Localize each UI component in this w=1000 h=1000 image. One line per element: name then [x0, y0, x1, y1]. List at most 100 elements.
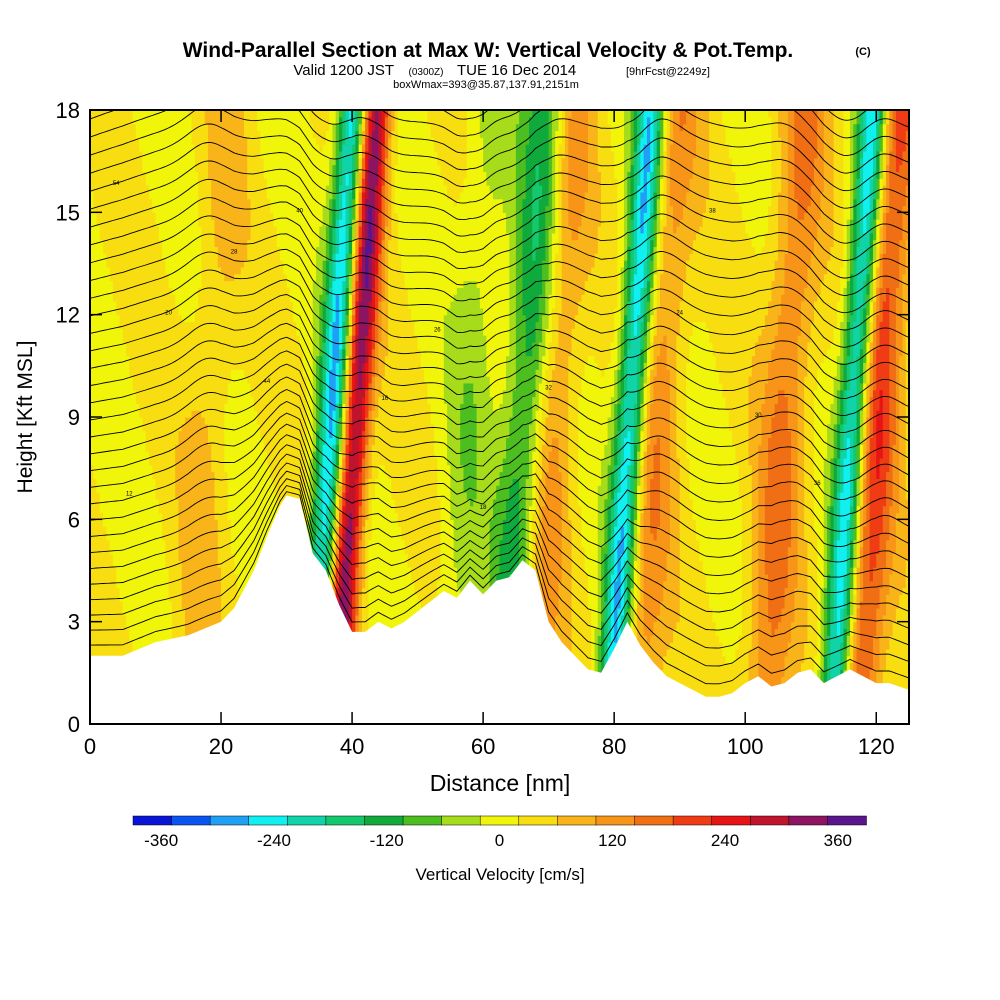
w-cell: [181, 430, 186, 439]
w-cell: [129, 546, 134, 555]
w-cell: [103, 410, 107, 418]
w-cell: [165, 519, 170, 527]
w-cell: [175, 601, 180, 609]
w-cell: [165, 369, 170, 377]
w-cell: [122, 130, 127, 138]
w-cell: [116, 648, 121, 657]
w-cell: [204, 205, 209, 213]
w-cell: [221, 144, 225, 152]
w-cell: [162, 144, 166, 152]
w-cell: [165, 553, 170, 561]
w-cell: [227, 505, 232, 514]
w-cell: [201, 266, 206, 275]
w-cell: [221, 492, 225, 500]
w-cell: [198, 587, 202, 595]
w-cell: [217, 335, 222, 343]
w-cell: [240, 205, 245, 213]
w-cell: [253, 376, 258, 384]
w-cell: [234, 212, 239, 220]
w-cell: [234, 294, 239, 302]
w-cell: [257, 410, 261, 418]
w-cell: [194, 471, 199, 479]
w-cell: [126, 573, 130, 582]
w-cell: [191, 423, 196, 432]
w-cell: [145, 382, 150, 391]
w-cell: [145, 573, 150, 582]
w-cell: [171, 253, 176, 261]
w-cell: [188, 123, 193, 132]
w-cell: [204, 614, 209, 623]
w-cell: [109, 191, 114, 200]
w-cell: [99, 239, 104, 248]
w-cell: [240, 451, 245, 459]
w-cell: [243, 273, 248, 282]
w-cell: [119, 471, 124, 479]
w-cell: [221, 451, 225, 459]
w-cell: [230, 287, 235, 295]
w-cell: [158, 389, 163, 398]
w-cell: [90, 164, 94, 172]
w-cell: [99, 403, 104, 411]
w-cell: [250, 266, 255, 275]
w-cell: [207, 573, 212, 582]
w-cell: [181, 532, 186, 541]
w-cell: [188, 573, 193, 582]
w-cell: [191, 144, 196, 152]
w-cell: [221, 123, 225, 132]
w-cell: [142, 116, 147, 125]
w-cell: [119, 553, 124, 561]
w-cell: [234, 341, 239, 350]
w-cell: [185, 150, 189, 159]
w-cell: [185, 335, 189, 343]
w-cell: [178, 621, 183, 630]
w-cell: [148, 328, 153, 336]
w-cell: [257, 539, 261, 548]
w-cell: [207, 539, 212, 548]
w-cell: [221, 301, 225, 309]
w-cell: [260, 314, 265, 323]
w-cell: [253, 437, 258, 445]
w-cell: [240, 464, 245, 473]
w-cell: [260, 144, 265, 152]
w-cell: [191, 314, 196, 323]
w-cell: [116, 239, 121, 248]
w-cell: [90, 266, 94, 275]
w-cell: [122, 280, 127, 288]
w-cell: [126, 205, 130, 213]
w-cell: [99, 130, 104, 138]
w-cell: [155, 287, 160, 295]
w-cell: [221, 150, 225, 159]
w-cell: [145, 144, 150, 152]
w-cell: [93, 225, 98, 234]
w-cell: [185, 464, 189, 473]
w-cell: [165, 314, 170, 323]
w-cell: [99, 573, 104, 582]
w-cell: [243, 410, 248, 418]
w-cell: [96, 423, 101, 432]
w-cell: [93, 205, 98, 213]
w-cell: [155, 594, 160, 602]
w-cell: [266, 150, 271, 159]
w-cell: [266, 253, 271, 261]
w-cell: [116, 430, 121, 439]
w-cell: [165, 478, 170, 486]
w-cell: [221, 328, 225, 336]
w-cell: [112, 225, 117, 234]
w-cell: [90, 232, 94, 241]
w-cell: [109, 130, 114, 138]
w-cell: [250, 225, 255, 234]
w-cell: [119, 382, 124, 391]
w-cell: [198, 341, 202, 350]
w-cell: [116, 417, 121, 425]
w-cell: [257, 144, 261, 152]
w-cell: [112, 164, 117, 172]
w-cell: [135, 608, 140, 616]
w-cell: [178, 546, 183, 555]
w-cell: [99, 628, 104, 636]
w-cell: [171, 294, 176, 302]
w-cell: [230, 396, 235, 404]
w-cell: [181, 410, 186, 418]
w-cell: [257, 369, 261, 377]
w-cell: [207, 498, 212, 507]
w-cell: [135, 341, 140, 350]
